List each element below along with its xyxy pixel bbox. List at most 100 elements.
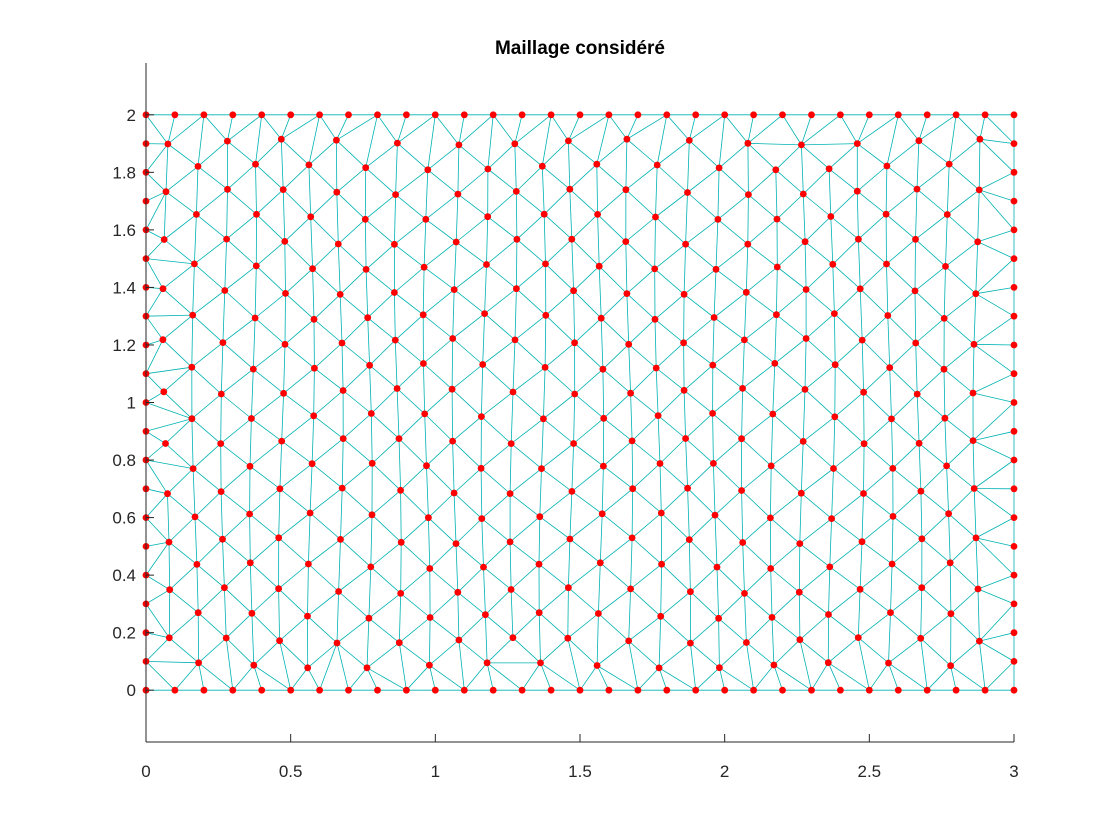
mesh-node [426,565,434,572]
mesh-node [947,662,954,670]
mesh-node [623,290,631,297]
mesh-node [547,686,555,694]
mesh-node [829,260,837,268]
mesh-node [566,535,574,543]
mesh-node [316,111,323,119]
mesh-node [164,490,171,498]
mesh-node [224,185,231,193]
mesh-node [952,686,960,694]
mesh-node [1010,140,1018,148]
mesh-node [710,314,718,321]
mesh-node [278,437,286,445]
mesh-node [713,563,721,571]
mesh-node [750,686,757,694]
mesh-node [333,639,341,647]
mesh-node [361,215,369,223]
mesh-node [337,536,344,543]
mesh-node [165,634,173,642]
mesh-node [970,340,978,348]
mesh-node [657,612,665,620]
mesh-node [171,686,179,694]
mesh-node [338,339,346,347]
mesh-node [392,191,399,199]
mesh-node [420,360,427,367]
mesh-node [739,539,747,546]
mesh-node [773,311,780,319]
mesh-node [883,260,890,268]
mesh-node [304,612,311,620]
mesh-node [279,186,287,194]
mesh-node [682,435,689,442]
mesh-node [831,413,839,421]
mesh-node [767,462,775,470]
mesh-node [827,213,835,220]
mesh-node [565,584,572,592]
mesh-node [345,686,352,694]
mesh-node [779,111,786,119]
mesh-node [395,639,403,647]
x-tick-label: 3 [1009,762,1018,781]
mesh-node [825,611,832,618]
mesh-node [511,140,519,148]
mesh-node [1010,111,1018,119]
mesh-node [865,686,873,694]
mesh-node [945,510,952,518]
mesh-node [1010,571,1018,579]
mesh-node [721,111,729,119]
mesh-node [628,534,636,542]
mesh-node [275,534,283,542]
mesh-node [1010,543,1018,550]
mesh-node [1010,485,1018,493]
mesh-node [825,165,833,173]
mesh-node [853,140,861,148]
mesh-node [712,265,720,273]
mesh-node [566,185,574,193]
mesh-node [597,314,605,322]
mesh-node [865,111,873,119]
mesh-node [305,560,312,568]
mesh-node [419,311,427,319]
mesh-node [682,240,689,248]
mesh-node [1010,658,1018,665]
mesh-node [600,414,608,422]
mesh-node [1010,456,1018,464]
mesh-node [770,661,778,669]
mesh-node [160,388,168,396]
mesh-node [709,410,716,417]
mesh-node [715,614,722,622]
mesh-node [478,413,485,420]
mesh-node [452,238,460,246]
mesh-node [542,260,549,268]
mesh-node [426,614,434,621]
y-tick-label: 1.2 [112,336,136,355]
mesh-node [858,336,866,344]
x-tick-label: 2 [720,762,729,781]
mesh-node [923,686,931,694]
mesh-node [431,686,439,694]
mesh-node [808,686,815,694]
mesh-node [229,686,237,694]
mesh-node [943,462,950,470]
mesh-node [969,437,977,444]
x-tick-label: 2.5 [858,762,882,781]
mesh-node [797,489,805,497]
mesh-node [976,637,983,645]
mesh-node [366,361,373,369]
y-axis: 0 0.2 0.4 0.6 0.8 1 1.2 1.4 1.6 1.8 2 [112,63,154,742]
mesh-node [191,513,199,521]
mesh-node [593,160,601,168]
mesh-node [981,111,989,119]
mesh-node [391,240,398,248]
mesh-node [164,140,172,148]
mesh-node [162,440,169,447]
mesh-node [1010,312,1018,320]
mesh-node [663,111,671,119]
mesh-node [915,137,923,145]
mesh-node [455,636,463,644]
mesh-node [541,364,549,371]
mesh-node [826,563,834,571]
mesh-node [221,584,228,592]
mesh-node [684,484,691,492]
mesh-node [249,365,257,373]
mesh-node [1010,629,1018,637]
